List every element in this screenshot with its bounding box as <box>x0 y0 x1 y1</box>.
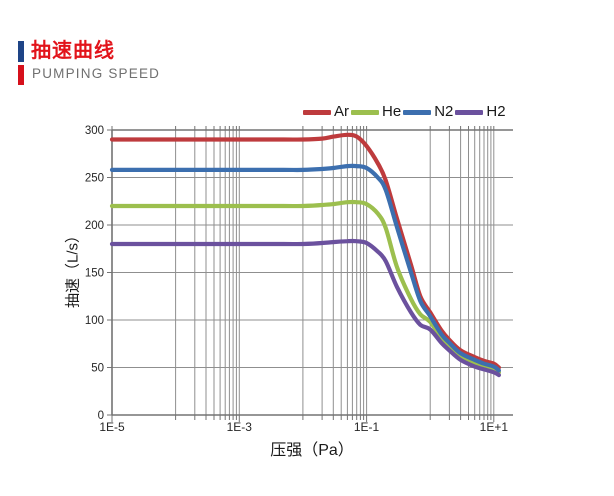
x-tick-label: 1E+1 <box>480 420 509 434</box>
legend-swatch-h2 <box>455 109 484 115</box>
y-tick-label: 0 <box>98 410 104 422</box>
y-tick-label: 200 <box>85 220 104 232</box>
legend-swatch-he <box>351 109 379 115</box>
x-tick-label: 1E-1 <box>354 420 380 434</box>
page-subtitle: PUMPING SPEED <box>32 66 161 81</box>
x-tick-label: 1E-3 <box>227 420 253 434</box>
legend-item-n2: N2 <box>403 103 453 121</box>
legend-swatch-ar <box>303 109 331 115</box>
y-tick-label: 100 <box>85 315 104 327</box>
header: 抽速曲线 PUMPING SPEED <box>31 38 160 81</box>
page-title: 抽速曲线 <box>31 40 115 62</box>
y-tick-label: 50 <box>91 363 104 375</box>
y-tick-label: 300 <box>85 125 104 137</box>
curve-he <box>109 199 501 375</box>
x-tick-label: 1E-5 <box>99 420 125 434</box>
y-axis-title: 抽速（L/s） <box>64 227 82 309</box>
curve-ar <box>109 132 501 370</box>
curve-n2 <box>109 163 501 373</box>
y-tick-label: 250 <box>85 173 104 185</box>
header-accent-bar <box>18 41 24 85</box>
accent-bar-blue-segment <box>18 41 24 62</box>
legend-label-ar: Ar <box>334 103 349 120</box>
legend-item-ar: Ar <box>303 103 349 121</box>
legend-swatch-n2 <box>403 109 432 115</box>
y-tick-label: 150 <box>85 268 104 280</box>
legend-item-he: He <box>351 103 401 121</box>
legend-label-h2: H2 <box>486 103 506 120</box>
legend-label-n2: N2 <box>434 103 454 120</box>
chart-legend: Ar He N2 H2 <box>303 103 508 121</box>
curve-h2 <box>109 238 501 378</box>
x-axis-title: 压强（Pa） <box>270 442 354 459</box>
legend-label-he: He <box>382 103 402 120</box>
accent-bar-red-segment <box>18 65 24 85</box>
legend-item-h2: H2 <box>455 103 506 121</box>
